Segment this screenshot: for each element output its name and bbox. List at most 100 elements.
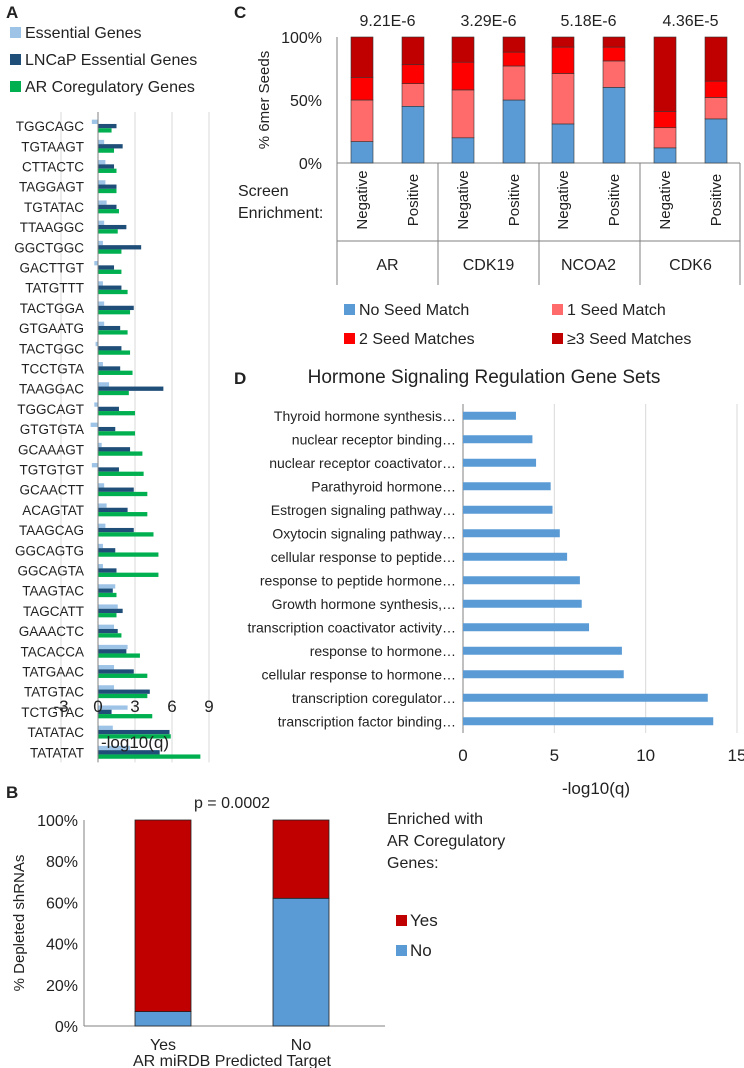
- c-bar-segment: [653, 127, 677, 149]
- a-category-label: TGTGTGT: [20, 463, 85, 478]
- a-bar: [98, 552, 159, 557]
- a-bar: [98, 689, 150, 694]
- c-bar-segment: [653, 111, 677, 129]
- a-bar: [98, 305, 134, 311]
- c-bar-segment: [350, 99, 374, 142]
- b-legend-swatch: [396, 915, 407, 926]
- c-bar-segment: [502, 36, 526, 53]
- d-category-label: cellular response to hormone…: [261, 666, 456, 682]
- a-bar: [98, 184, 117, 189]
- a-bar: [98, 144, 123, 149]
- c-bar-segment: [350, 36, 374, 78]
- a-bar: [98, 289, 128, 295]
- c-bar-segment: [451, 89, 475, 139]
- c-group-label: CDK6: [669, 257, 712, 274]
- d-tick-label: 0: [458, 746, 467, 765]
- a-bar: [98, 653, 140, 658]
- c-bar-segment: [602, 60, 626, 88]
- a-category-label: TATGTAC: [24, 685, 84, 700]
- d-bar: [463, 505, 553, 514]
- c-legend-label: No Seed Match: [359, 302, 469, 319]
- a-bar: [98, 750, 160, 755]
- panel-label-d: D: [234, 369, 246, 388]
- a-x-axis-title: -log10(q): [101, 733, 169, 752]
- a-category-label: TAAGCAG: [19, 523, 84, 538]
- a-bar: [98, 406, 119, 412]
- b-bar-segment: [134, 819, 192, 1012]
- a-bar: [98, 572, 159, 577]
- a-bar: [98, 693, 148, 699]
- c-bar-segment: [401, 106, 425, 164]
- a-category-label: TATATAC: [28, 725, 85, 740]
- c-bar-segment: [551, 46, 575, 74]
- d-chart-title: Hormone Signaling Regulation Gene Sets: [308, 367, 661, 388]
- b-bar-segment: [272, 819, 330, 899]
- a-bar: [98, 188, 117, 194]
- a-bar: [98, 608, 123, 614]
- d-bar: [463, 552, 568, 561]
- a-bar: [98, 669, 134, 674]
- c-bar-segment: [602, 46, 626, 62]
- d-bar: [463, 529, 560, 538]
- a-bar: [98, 745, 131, 751]
- c-pvalue: 3.29E-6: [460, 13, 516, 30]
- c-enrichment-label: Negative: [354, 170, 371, 229]
- c-bar-segment: [551, 73, 575, 125]
- c-bar-segment: [704, 118, 728, 164]
- c-pvalue: 5.18E-6: [560, 13, 616, 30]
- c-legend-swatch: [344, 304, 355, 315]
- a-bar: [98, 390, 129, 396]
- c-bar-segment: [704, 36, 728, 82]
- a-bar: [98, 350, 131, 355]
- a-bar: [98, 281, 103, 286]
- a-bar: [98, 548, 116, 553]
- a-bar: [98, 301, 105, 306]
- a-bar: [98, 209, 119, 214]
- a-bar: [98, 709, 112, 715]
- a-bar: [98, 240, 103, 246]
- c-group-label: CDK19: [463, 257, 515, 274]
- d-category-label: Estrogen signaling pathway…: [271, 502, 456, 518]
- a-legend-label: AR Coregulatory Genes: [25, 79, 195, 96]
- a-bar: [98, 224, 127, 230]
- a-bar: [98, 245, 142, 250]
- a-bar: [98, 426, 116, 432]
- a-legend-swatch: [10, 54, 21, 65]
- b-bar-segment: [134, 1011, 192, 1027]
- a-bar: [98, 584, 116, 589]
- a-bar: [98, 665, 115, 670]
- a-category-label: ACAGTAT: [22, 503, 84, 518]
- a-bar: [98, 229, 118, 234]
- c-tick-label: 100%: [281, 30, 322, 47]
- a-bar: [98, 467, 119, 472]
- a-bar: [91, 119, 98, 124]
- a-legend-swatch: [10, 27, 21, 38]
- a-bar: [98, 568, 117, 573]
- a-legend-swatch: [10, 81, 21, 92]
- a-bar: [98, 346, 122, 351]
- a-legend-label: Essential Genes: [25, 25, 142, 42]
- c-bar-segment: [451, 137, 475, 164]
- a-category-label: TTAAGGC: [20, 220, 85, 235]
- a-bar: [98, 705, 128, 710]
- a-bar: [98, 604, 118, 609]
- a-bar: [98, 164, 115, 169]
- b-tick-label: 40%: [46, 937, 78, 954]
- a-category-label: TAAGGAC: [19, 382, 84, 397]
- c-legend-label: 1 Seed Match: [567, 302, 666, 319]
- a-category-label: TGGCAGT: [17, 402, 84, 417]
- c-enrichment-label: Negative: [657, 170, 674, 229]
- c-enrichment-label: Negative: [555, 170, 572, 229]
- b-category-label: No: [291, 1037, 312, 1054]
- c-enrichment-label: Positive: [405, 174, 422, 227]
- d-bar: [463, 693, 708, 702]
- d-x-axis-title: -log10(q): [562, 779, 630, 798]
- panel-label-c: C: [234, 3, 246, 22]
- a-bar: [98, 564, 103, 569]
- a-category-label: TCTGTAC: [21, 705, 84, 720]
- c-legend-swatch: [344, 333, 355, 344]
- b-legend-title-line: AR Coregulatory: [387, 833, 505, 850]
- a-bar: [98, 370, 133, 375]
- a-category-label: CTTACTC: [22, 160, 84, 175]
